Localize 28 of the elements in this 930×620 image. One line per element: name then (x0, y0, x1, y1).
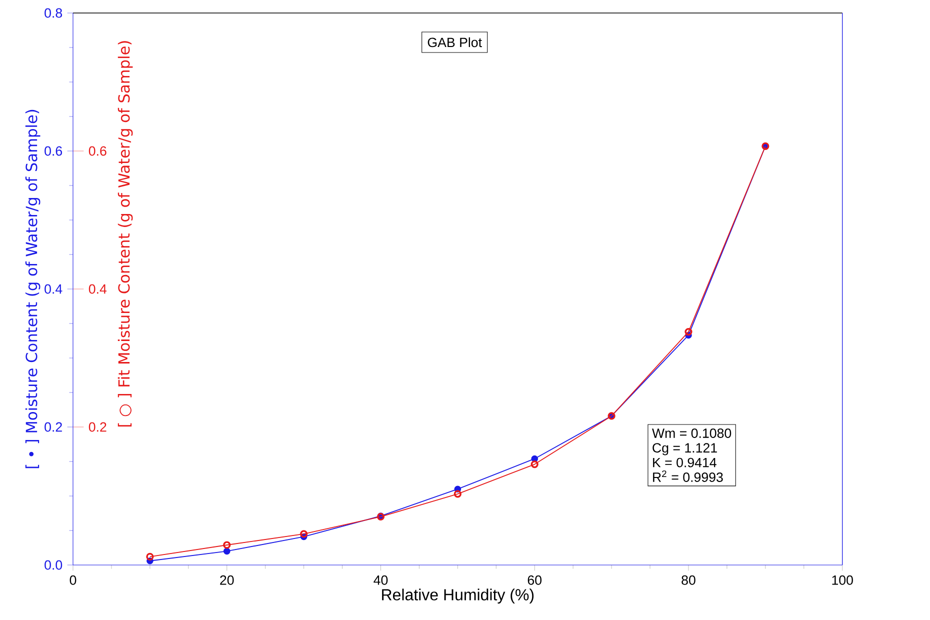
y-tick-label: 0.2 (44, 422, 62, 432)
y2-tick-label: 0.4 (88, 284, 107, 294)
y-tick-label: 0.6 (44, 146, 62, 156)
x-tick-label: 20 (220, 575, 234, 585)
y2-tick-label: 0.2 (88, 422, 106, 432)
x-axis-title: Relative Humidity (%) (382, 588, 534, 604)
point (223, 548, 230, 555)
annotation: Cg = 1.121 (652, 443, 717, 456)
point (223, 541, 231, 549)
y-tick-label: 0.0 (44, 560, 62, 570)
annotation: K = 0.9414 (653, 458, 716, 468)
annotation: Wm = 0.1080 (652, 428, 732, 438)
x-tick-label: 0 (70, 575, 76, 585)
point (684, 328, 692, 336)
x-tick-label: 100 (832, 575, 853, 585)
x-tick-label: 60 (528, 575, 542, 585)
y2-axis-title: [ ○ ] Fit Moisture Content (g of Water/g of Sample) (118, 41, 133, 426)
point (530, 460, 538, 468)
point (300, 530, 308, 538)
y2-tick-label: 0.6 (88, 146, 106, 156)
x-tick-label: 80 (682, 575, 696, 585)
y-tick-label: 0.4 (44, 284, 62, 294)
y-tick-label: 0.8 (44, 8, 62, 18)
annotation: R$^{2}$ = 0.9993 (653, 470, 723, 482)
text: GAB Plot (428, 37, 482, 48)
x-tick-label: 40 (374, 575, 388, 585)
point (454, 490, 462, 498)
y-axis-title: [ • ] Moisture Content (g of Water/g of Sample) (25, 110, 40, 468)
